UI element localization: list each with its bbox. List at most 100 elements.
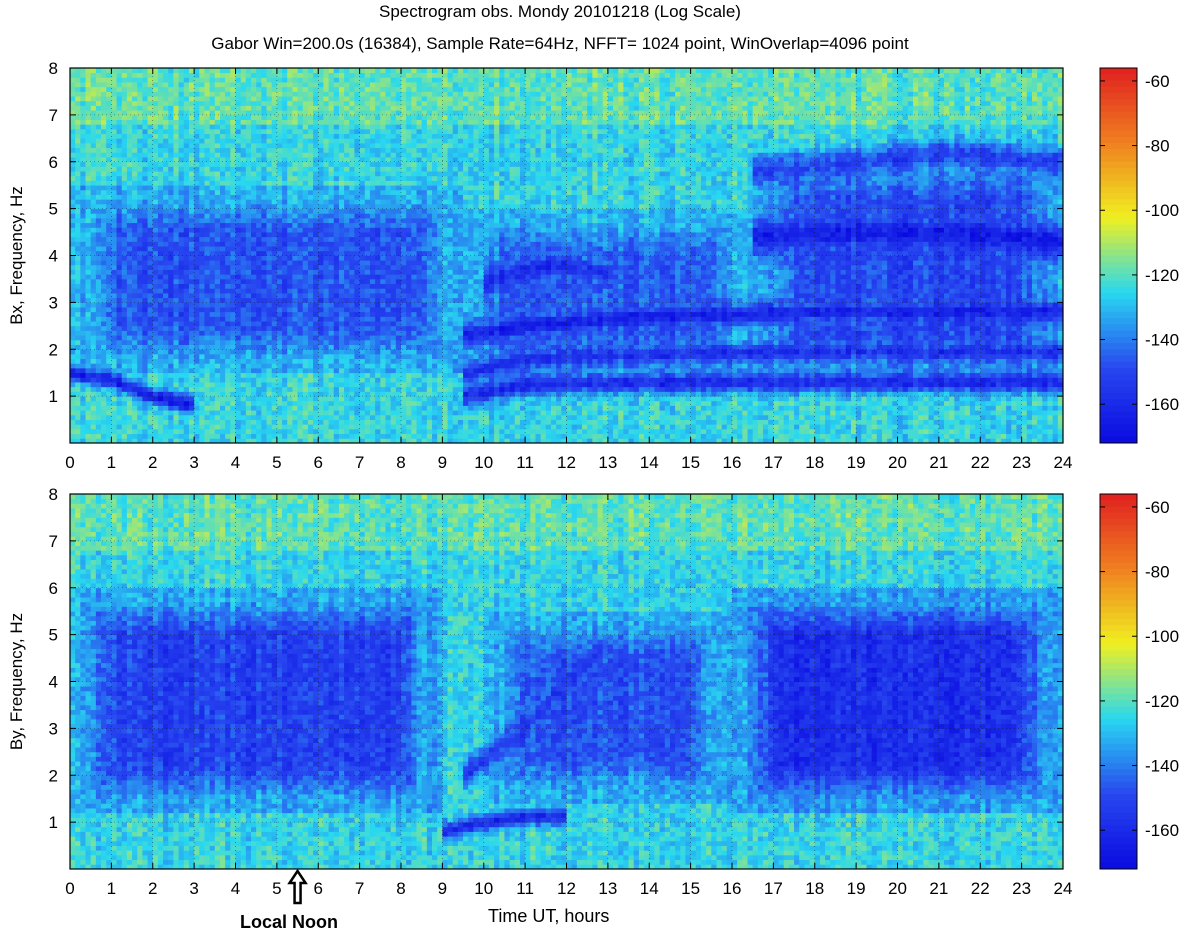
heat-cell [375,128,381,135]
heat-cell [188,100,195,106]
heat-cell [364,119,371,125]
heat-cell [369,72,376,78]
heat-cell [173,260,180,266]
heat-cell [116,368,123,374]
heat-cell [251,147,257,153]
heat-cell [214,222,221,228]
heat-cell [364,152,371,158]
heat-cell [344,232,350,238]
heat-cell [142,100,148,106]
heat-cell [132,414,138,420]
heat-cell [219,218,226,224]
heat-cell [199,377,205,383]
heat-cell [271,86,278,92]
heat-cell [318,330,324,336]
heat-cell [90,110,97,116]
heat-cell [333,138,340,144]
heat-cell [297,372,304,378]
heat-cell [137,194,143,200]
heat-cell [380,124,386,130]
heat-cell [204,363,211,369]
heat-cell [333,372,340,378]
heat-cell [344,110,350,116]
heat-cell [364,82,371,88]
heat-cell [163,128,169,135]
heat-cell [163,157,169,163]
heat-cell [245,330,252,336]
heat-cell [111,335,117,341]
heat-cell [132,147,138,153]
heat-cell [147,171,154,177]
heat-cell [354,232,361,238]
heat-cell [266,147,273,153]
heat-cell [225,208,231,214]
heat-cell [380,82,386,88]
heat-cell [132,433,138,439]
heat-cell [369,307,376,313]
heat-cell [354,91,361,97]
heat-cell [178,438,185,444]
heat-cell [152,232,159,238]
heat-cell [80,382,86,388]
heat-cell [271,325,278,331]
heat-cell [256,264,262,270]
heat-cell [390,438,397,444]
heat-cell [90,260,97,266]
heat-cell [204,386,211,392]
heat-cell [369,227,376,233]
heat-cell [328,353,335,360]
heat-cell [121,335,128,341]
heat-cell [157,358,164,364]
heat-cell [318,77,324,83]
heat-cell [338,171,345,177]
heat-cell [230,110,236,116]
heat-cell [276,293,283,299]
heat-cell [318,307,324,313]
heat-cell [261,232,267,238]
heat-cell [90,147,97,153]
heat-cell [194,227,200,233]
heat-cell [90,143,97,149]
heat-cell [344,166,350,172]
heat-cell [307,414,314,420]
heat-cell [121,400,128,406]
heat-cell [266,86,273,92]
heat-cell [214,428,221,435]
heat-cell [194,377,200,383]
heat-cell [163,264,169,270]
heat-cell [230,68,236,74]
heat-cell [364,386,371,392]
heat-cell [137,335,143,341]
heat-cell [111,227,117,233]
heat-cell [225,143,231,149]
heat-cell [349,157,355,163]
heat-cell [344,128,350,135]
heat-cell [152,278,159,285]
heat-cell [271,396,278,402]
heat-cell [95,218,102,224]
heat-cell [359,260,366,266]
heat-cell [225,405,231,411]
heat-cell [106,410,112,416]
heat-cell [297,269,304,275]
heat-cell [276,157,283,163]
heat-cell [183,175,190,181]
heat-cell [230,133,236,139]
heat-cell [271,372,278,378]
heat-cell [276,222,283,228]
heat-cell [75,246,81,252]
heat-cell [256,171,262,177]
heat-cell [178,105,185,111]
heat-cell [101,321,107,327]
heat-cell [75,349,81,355]
heat-cell [292,344,298,350]
heat-cell [297,255,304,261]
heat-cell [230,353,236,360]
heat-cell [225,185,231,191]
heat-cell [282,68,288,74]
heat-cell [101,353,107,360]
heat-cell [318,213,324,219]
heat-cell [214,353,221,360]
heat-cell [111,86,117,92]
